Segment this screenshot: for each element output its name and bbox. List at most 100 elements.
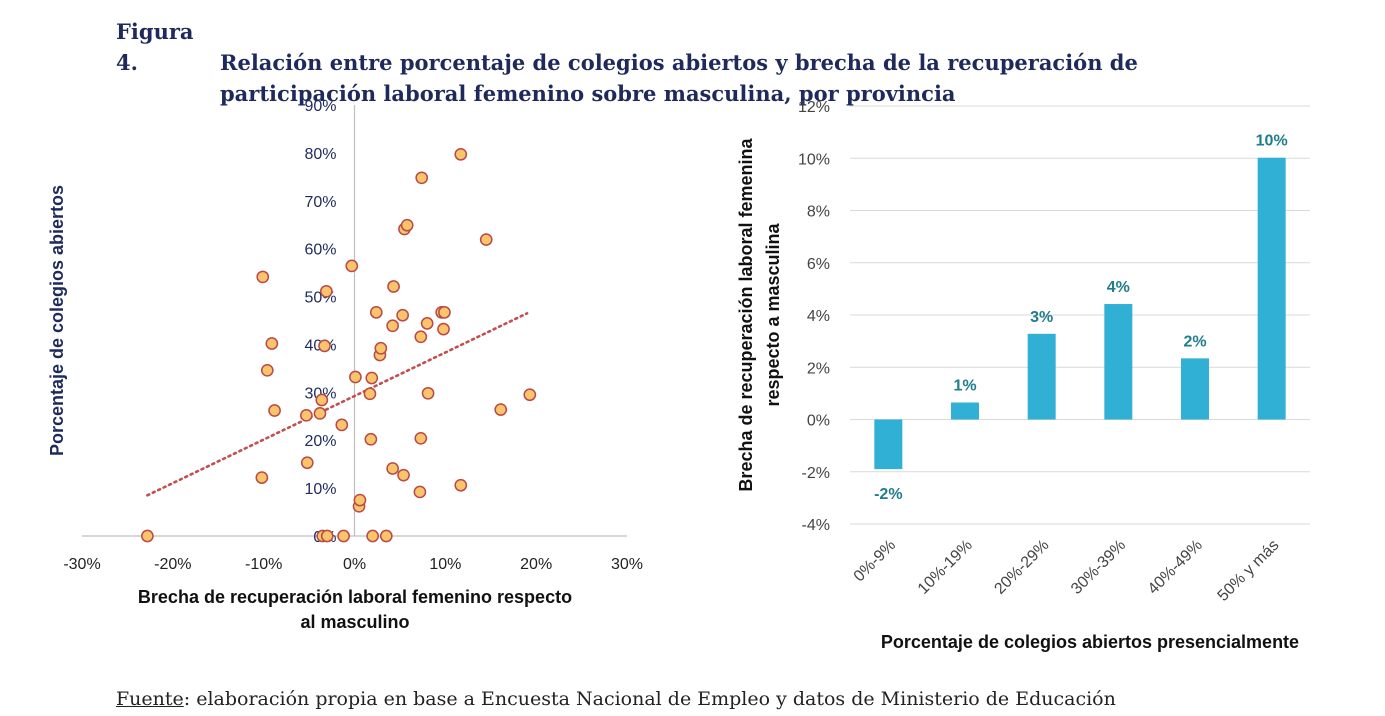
x-tick-label: 0%-9% — [851, 537, 899, 585]
scatter-point — [337, 529, 350, 543]
y-tick-label: 12% — [798, 99, 830, 116]
bar-data-label: 10% — [1256, 133, 1288, 150]
x-tick-label: 30% — [611, 556, 643, 573]
x-tick-label: 0% — [343, 556, 366, 573]
scatter-point — [397, 468, 410, 482]
source-text: : elaboración propia en base a Encuesta … — [183, 688, 1116, 710]
figure-title-line1: Relación entre porcentaje de colegios ab… — [220, 50, 1138, 75]
scatter-point — [387, 280, 400, 293]
scatter-point — [374, 341, 388, 355]
scatter-point — [438, 306, 451, 319]
y-tick-label: 6% — [807, 256, 830, 273]
y-axis-label: Porcentaje de colegios abiertos — [47, 185, 67, 456]
y-tick-label: 70% — [304, 194, 336, 211]
scatter-point — [454, 478, 468, 492]
x-tick-label: 10%-19% — [915, 537, 976, 598]
x-tick-label: -20% — [154, 556, 191, 573]
x-axis-label: Porcentaje de colegios abiertos presenci… — [881, 632, 1299, 652]
scatter-point — [454, 147, 468, 161]
bar-data-label: -2% — [874, 486, 902, 503]
scatter-point — [523, 388, 537, 402]
x-tick-label: 50% y más — [1215, 537, 1283, 605]
scatter-point — [265, 337, 279, 350]
scatter-point — [437, 322, 450, 336]
scatter-point — [494, 403, 508, 416]
scatter-chart: -30%-20%-10%0%10%20%30%0%10%20%30%40%50%… — [47, 98, 643, 632]
source-label: Fuente — [116, 688, 184, 710]
figure-title: Figura 4. Relación entre porcentaje de co… — [116, 16, 1316, 109]
scatter-point — [319, 284, 333, 298]
x-axis-label: Brecha de recuperación laboral femenino … — [138, 587, 572, 607]
scatter-point — [421, 386, 435, 400]
x-tick-label: 20%-29% — [991, 537, 1052, 598]
y-tick-label: 2% — [807, 360, 830, 377]
scatter-point — [318, 339, 331, 353]
bar-data-label: 4% — [1107, 279, 1130, 296]
x-tick-label: 20% — [520, 556, 552, 573]
bar — [1027, 333, 1056, 420]
y-tick-label: 0% — [807, 413, 830, 430]
scatter-point — [260, 363, 274, 377]
scatter-point — [396, 308, 409, 322]
scatter-point — [365, 371, 379, 385]
bar — [1257, 157, 1286, 420]
y-tick-label: -4% — [802, 517, 830, 534]
x-tick-label: 10% — [429, 556, 461, 573]
scatter-point — [300, 408, 313, 422]
figure-title-line2: participación laboral femenino sobre mas… — [220, 81, 956, 106]
scatter-point — [353, 493, 367, 507]
scatter-point — [255, 471, 269, 484]
bar — [1181, 358, 1209, 420]
scatter-point — [413, 485, 427, 499]
bar — [951, 402, 979, 420]
scatter-point — [386, 462, 399, 475]
x-tick-label: 40%-49% — [1145, 537, 1206, 598]
scatter-point — [313, 407, 327, 420]
scatter-point — [141, 529, 154, 543]
scatter-point — [386, 319, 399, 333]
y-tick-label: 90% — [304, 98, 336, 115]
scatter-point — [479, 233, 493, 246]
scatter-point — [300, 456, 314, 470]
scatter-point — [369, 306, 383, 319]
bar-data-label: 3% — [1030, 309, 1053, 326]
scatter-point — [363, 387, 377, 401]
y-tick-label: 80% — [304, 146, 336, 163]
scatter-point — [349, 370, 362, 384]
scatter-point — [268, 404, 281, 417]
scatter-point — [320, 529, 334, 543]
scatter-point — [315, 393, 329, 407]
scatter-point — [414, 431, 428, 445]
y-axis-label: respecto a masculina — [763, 222, 783, 406]
scatter-point — [420, 317, 434, 330]
scatter-point — [364, 432, 378, 446]
y-tick-label: 10% — [798, 151, 830, 168]
x-tick-label: -10% — [245, 556, 282, 573]
scatter-point — [335, 418, 349, 432]
figure-number: Figura 4. — [116, 19, 194, 75]
y-tick-label: 8% — [807, 204, 830, 221]
bar — [1104, 304, 1133, 420]
scatter-point — [414, 330, 428, 344]
scatter-point — [379, 529, 393, 543]
y-tick-label: -2% — [802, 465, 830, 482]
x-tick-label: 30%-39% — [1068, 537, 1129, 598]
scatter-point — [415, 171, 429, 185]
source-note: Fuente: elaboración propia en base a Enc… — [116, 688, 1316, 710]
y-tick-label: 4% — [807, 308, 830, 325]
scatter-point — [345, 259, 359, 273]
bar-data-label: 1% — [953, 378, 976, 395]
x-tick-label: -30% — [63, 556, 100, 573]
scatter-point — [400, 218, 414, 232]
y-tick-label: 60% — [304, 242, 336, 259]
y-tick-label: 20% — [304, 433, 336, 450]
y-tick-label: 10% — [304, 481, 336, 498]
x-axis-label: al masculino — [300, 612, 409, 632]
trendline — [146, 312, 529, 497]
bar-chart: -4% -2% 0% 2% 4% 6% 8% 10% 12% -2% 0%-9% 1% 10%-19% 3… — [736, 99, 1310, 652]
scatter-point — [256, 270, 270, 284]
bar — [874, 419, 903, 470]
bar-data-label: 2% — [1183, 333, 1206, 350]
scatter-point — [366, 529, 380, 543]
y-axis-label: Brecha de recuperación laboral femenina — [736, 137, 756, 491]
